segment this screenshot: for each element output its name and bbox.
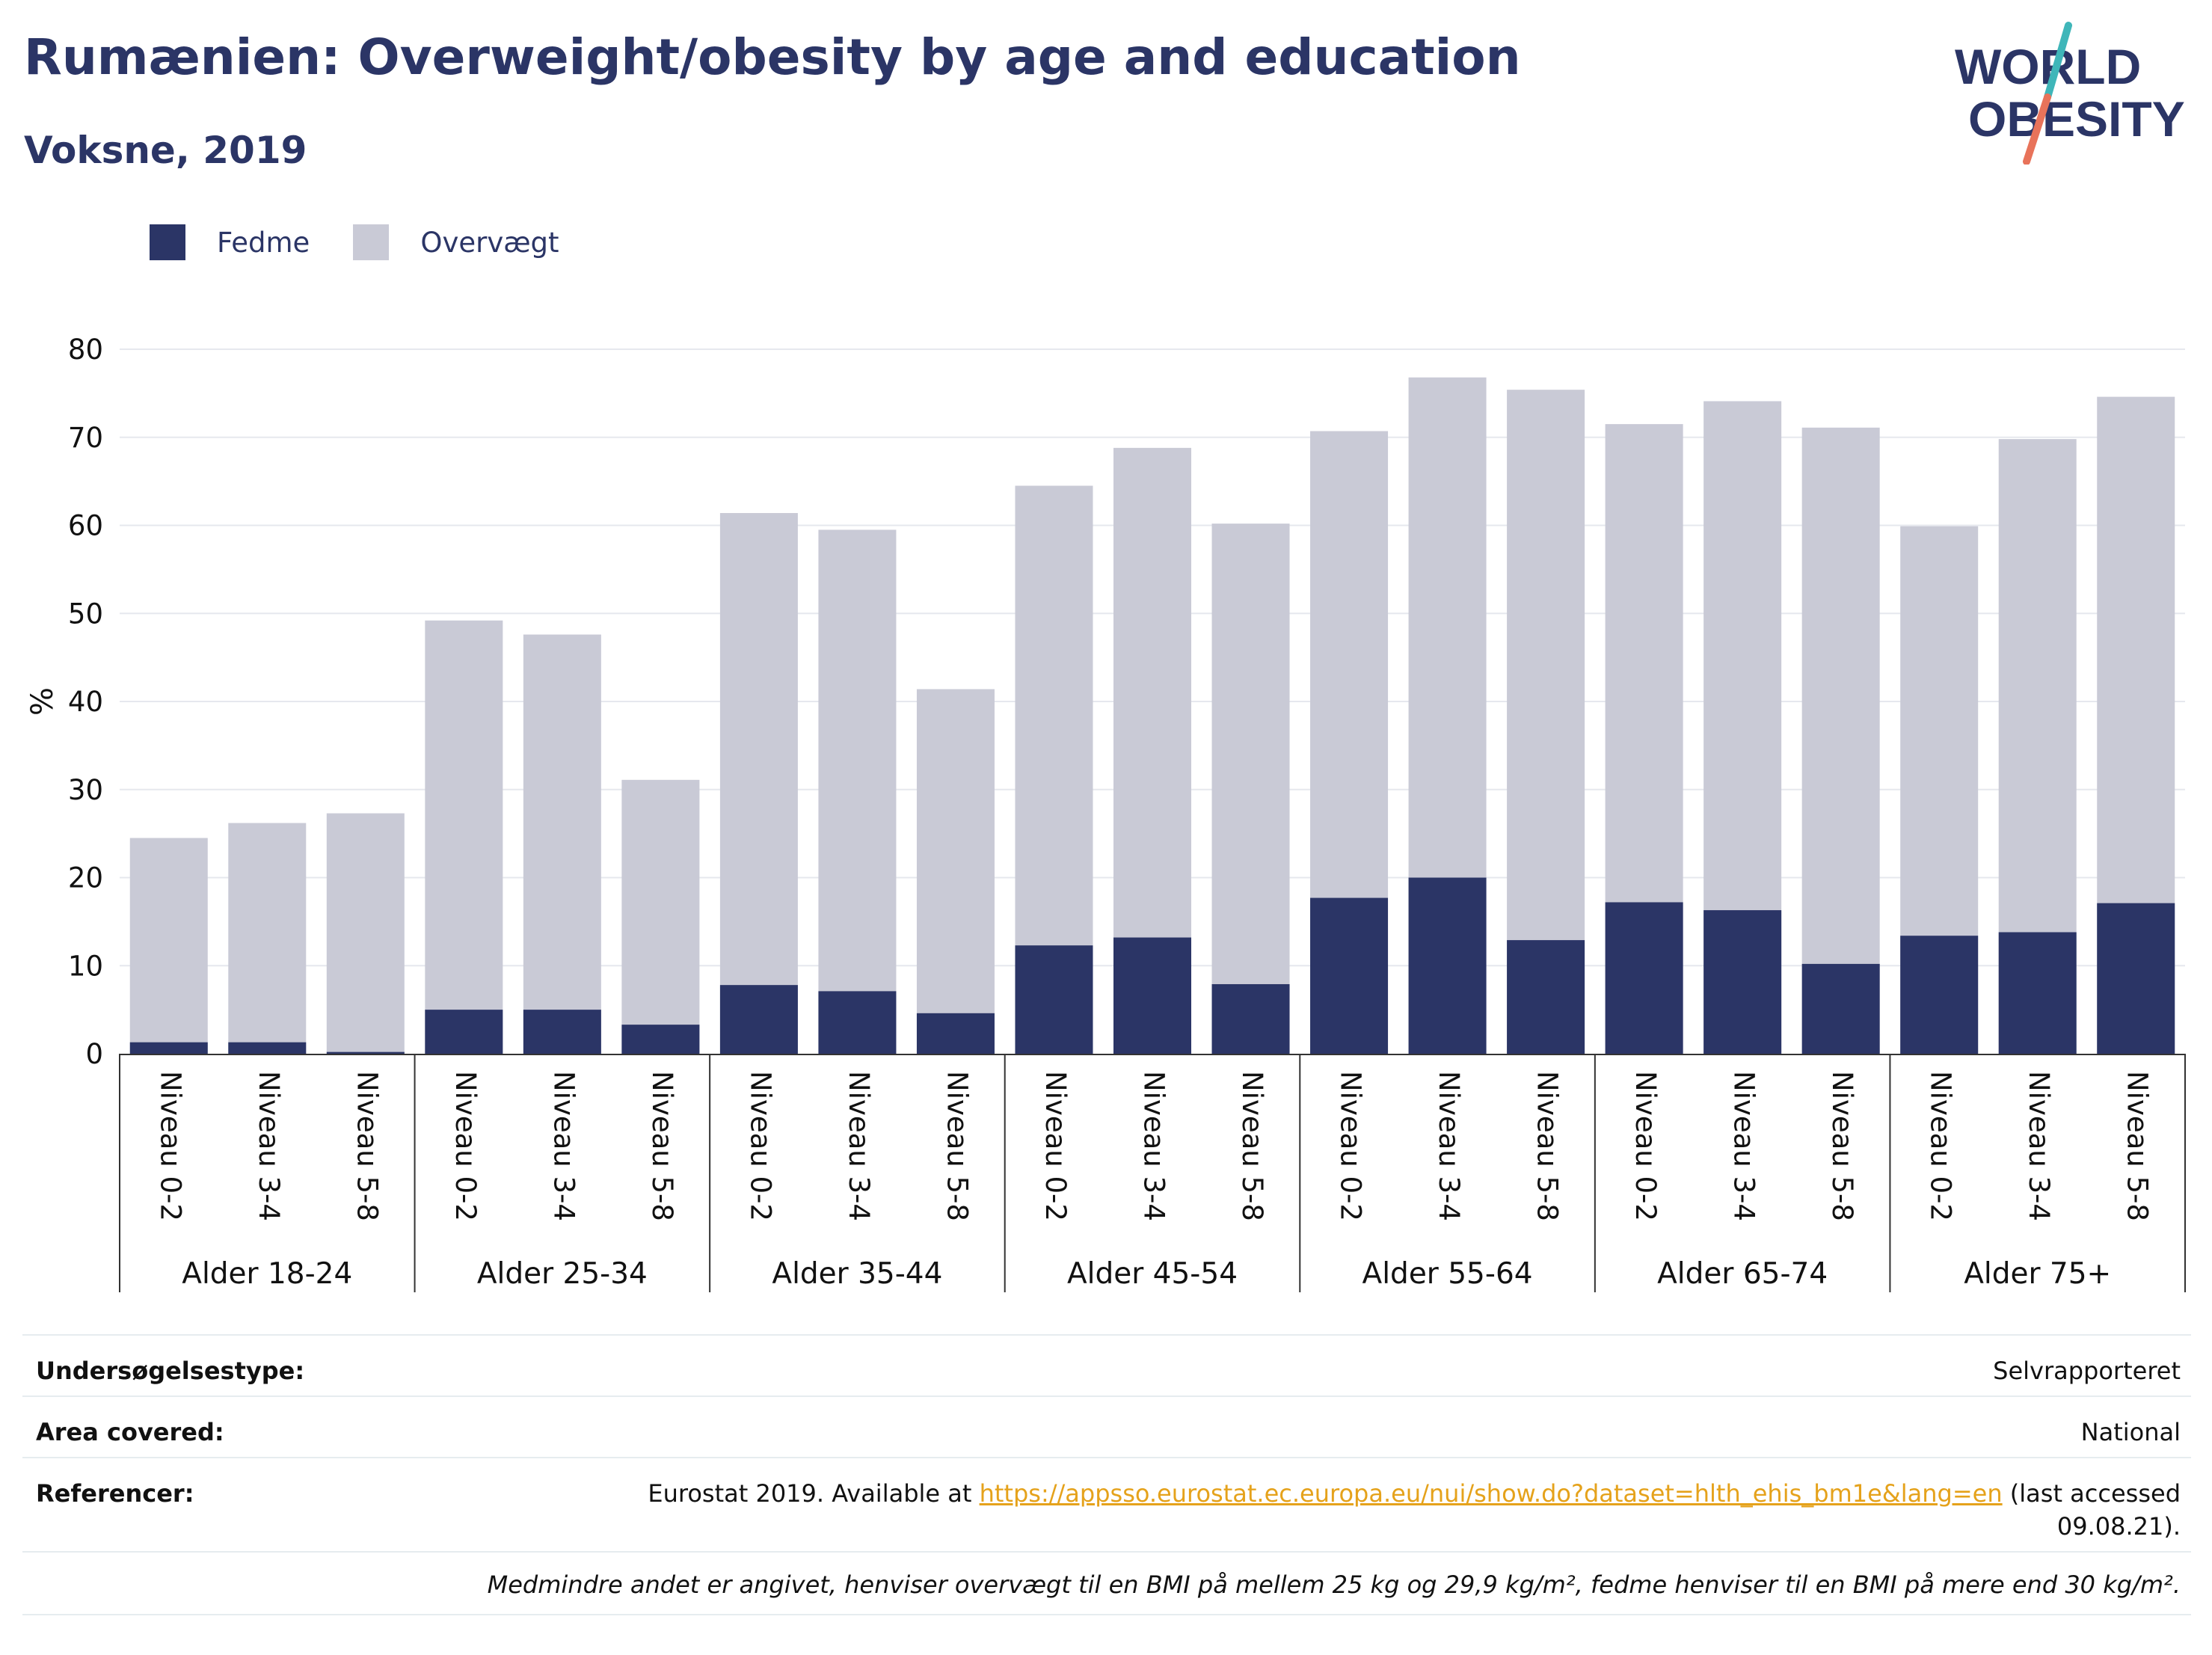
bar-fedme xyxy=(425,1010,503,1054)
bar-overvaegt xyxy=(228,823,307,1054)
bar-fedme xyxy=(129,1042,208,1054)
bar-fedme xyxy=(523,1010,601,1054)
info-row-area: Area covered: National xyxy=(22,1395,2191,1458)
survey-type-label: Undersøgelsestype: xyxy=(36,1357,305,1385)
legend-item-overvaegt: Overvægt xyxy=(353,224,559,260)
y-tick-label: 40 xyxy=(68,686,103,718)
x-tick-label: Niveau 5-8 xyxy=(351,1071,383,1221)
bar-overvaegt xyxy=(1801,427,1880,1054)
x-tick-label: Niveau 5-8 xyxy=(2122,1071,2154,1221)
x-tick-label: Niveau 0-2 xyxy=(1925,1071,1957,1221)
bar-overvaegt xyxy=(1211,523,1290,1054)
info-row-note: Medmindre andet er angivet, henviser ove… xyxy=(22,1551,2191,1615)
bar-fedme xyxy=(916,1013,995,1054)
references-prefix: Eurostat 2019. Available at xyxy=(648,1479,972,1508)
logo-slash-teal xyxy=(2044,22,2072,101)
bar-fedme xyxy=(1113,937,1191,1054)
x-tick-label: Niveau 5-8 xyxy=(1826,1071,1858,1221)
x-tick-label: Niveau 5-8 xyxy=(941,1071,973,1221)
bar-fedme xyxy=(1605,902,1683,1054)
y-tick-label: 60 xyxy=(68,510,103,542)
bar-fedme xyxy=(1408,877,1487,1054)
area-label: Area covered: xyxy=(36,1418,224,1446)
y-tick-label: 10 xyxy=(68,950,103,982)
info-row-survey-type: Undersøgelsestype: Selvrapporteret xyxy=(22,1334,2191,1397)
y-tick-label: 50 xyxy=(68,598,103,630)
bar-fedme xyxy=(818,991,897,1054)
x-tick-label: Niveau 0-2 xyxy=(1039,1071,1072,1221)
bar-fedme xyxy=(1703,910,1782,1054)
bar-overvaegt xyxy=(916,689,995,1054)
y-tick-label: 80 xyxy=(68,334,103,366)
survey-type-value: Selvrapporteret xyxy=(1993,1357,2181,1385)
bar-fedme xyxy=(228,1042,307,1054)
bar-fedme xyxy=(719,985,798,1054)
references-label: Referencer: xyxy=(36,1479,194,1508)
x-tick-label: Niveau 0-2 xyxy=(744,1071,776,1221)
legend-label-fedme: Fedme xyxy=(217,226,310,259)
bar-overvaegt xyxy=(523,634,601,1054)
y-tick-label: 20 xyxy=(68,862,103,894)
x-tick-label: Niveau 3-4 xyxy=(1728,1071,1760,1221)
group-label: Alder 35-44 xyxy=(772,1257,942,1291)
x-tick-label: Niveau 3-4 xyxy=(1138,1071,1170,1221)
x-tick-label: Niveau 5-8 xyxy=(1236,1071,1268,1221)
info-row-references: Referencer: Eurostat 2019. Available at … xyxy=(22,1457,2191,1553)
logo-line2: OBESITY xyxy=(1968,91,2185,147)
bar-overvaegt xyxy=(818,529,897,1054)
references-line1: Eurostat 2019. Available at https://apps… xyxy=(648,1479,2181,1508)
bar-fedme xyxy=(1801,963,1880,1054)
chart-legend: Fedme Overvægt xyxy=(150,221,603,263)
logo-slash-coral xyxy=(2023,93,2051,165)
legend-swatch-overvaegt xyxy=(353,224,390,260)
x-tick-label: Niveau 0-2 xyxy=(154,1071,186,1221)
references-link[interactable]: https://appsso.eurostat.ec.europa.eu/nui… xyxy=(979,1479,2003,1508)
legend-swatch-fedme xyxy=(150,224,185,260)
group-label: Alder 25-34 xyxy=(477,1257,648,1291)
bar-overvaegt xyxy=(425,620,503,1054)
x-tick-label: Niveau 3-4 xyxy=(253,1071,285,1221)
legend-item-fedme: Fedme xyxy=(150,224,310,260)
world-obesity-logo: WORLD OBESITY xyxy=(1955,22,2185,165)
group-label: Alder 18-24 xyxy=(182,1257,352,1291)
x-tick-label: Niveau 5-8 xyxy=(646,1071,678,1221)
bar-fedme xyxy=(621,1025,700,1054)
bar-fedme xyxy=(1998,932,2077,1054)
x-tick-label: Niveau 3-4 xyxy=(2023,1071,2055,1221)
x-tick-label: Niveau 0-2 xyxy=(449,1071,482,1221)
bar-fedme xyxy=(1015,945,1093,1054)
x-tick-label: Niveau 3-4 xyxy=(1433,1071,1465,1221)
bar-fedme xyxy=(1507,940,1585,1054)
bar-overvaegt xyxy=(326,813,405,1054)
stacked-bar-chart: 0 10 20 30 40 50 60 70 80% Niveau 0-2 Niveau 3-4 Ni… xyxy=(25,334,2186,1292)
group-label: Alder 45-54 xyxy=(1067,1257,1238,1291)
y-tick-label: 0 xyxy=(85,1038,103,1070)
area-value: National xyxy=(2080,1418,2181,1446)
x-tick-label: Niveau 0-2 xyxy=(1629,1071,1662,1221)
y-tick-label: 70 xyxy=(68,422,103,454)
chart-title: Rumænien: Overweight/obesity by age and … xyxy=(24,28,1521,86)
bar-fedme xyxy=(1211,983,1290,1054)
x-tick-label: Niveau 5-8 xyxy=(1531,1071,1564,1221)
bar-fedme xyxy=(1900,936,1979,1054)
x-tick-label: Niveau 3-4 xyxy=(843,1071,875,1221)
y-tick-label: 30 xyxy=(68,774,103,806)
group-label: Alder 75+ xyxy=(1964,1257,2111,1291)
group-label: Alder 65-74 xyxy=(1657,1257,1828,1291)
references-suffix: (last accessed xyxy=(2009,1479,2181,1508)
references-line2: 09.08.21). xyxy=(2056,1512,2181,1541)
chart-subtitle: Voksne, 2019 xyxy=(24,129,307,172)
x-tick-label: Niveau 0-2 xyxy=(1335,1071,1367,1221)
bar-fedme xyxy=(326,1051,405,1054)
bar-overvaegt xyxy=(719,513,798,1054)
group-label: Alder 55-64 xyxy=(1362,1257,1533,1291)
bar-overvaegt xyxy=(129,838,208,1054)
bar-fedme xyxy=(2097,903,2175,1054)
bar-overvaegt xyxy=(621,779,700,1054)
definition-note: Medmindre andet er angivet, henviser ove… xyxy=(487,1570,2181,1599)
legend-label-overvaegt: Overvægt xyxy=(420,226,559,259)
bar-fedme xyxy=(1310,897,1389,1054)
y-axis-label: % xyxy=(25,687,60,716)
x-tick-label: Niveau 3-4 xyxy=(547,1071,580,1221)
